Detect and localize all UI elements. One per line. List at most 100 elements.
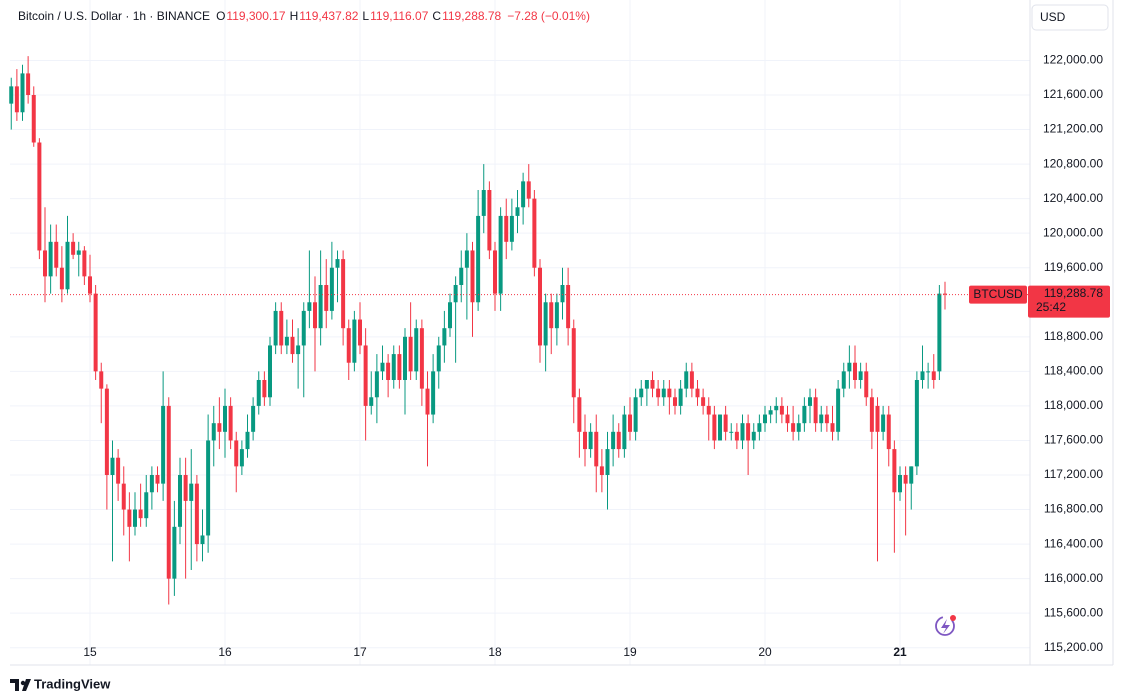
candle-body (914, 380, 919, 467)
change: −7.28 (−0.01%) (507, 9, 590, 23)
candle-body (937, 293, 942, 372)
candle-body (909, 466, 914, 484)
candle-body (110, 457, 115, 475)
candle-body (54, 241, 59, 268)
candle-body (448, 302, 452, 329)
y-tick-label: 119,600.00 (1044, 260, 1103, 274)
candle-body (633, 397, 638, 432)
candle-body (639, 388, 644, 398)
candle-body (161, 405, 166, 484)
candle-body (211, 423, 216, 441)
y-tick-label: 121,200.00 (1043, 122, 1103, 136)
candle-body (380, 362, 385, 372)
candle-body (532, 198, 537, 268)
candle-body (616, 431, 621, 450)
axes: 115,200.00 115,600.00 116,000.00 116,400.00… (83, 53, 1110, 659)
candle-body (622, 414, 627, 450)
ohlc-key: O (216, 9, 225, 23)
brand-name[interactable]: TradingView (34, 676, 111, 691)
ohlc-value: 119,437.82 (299, 9, 358, 23)
candle-body (886, 414, 891, 450)
candle-body (543, 302, 548, 346)
candle-body (808, 397, 812, 406)
candle-body (251, 405, 256, 432)
candle-body (841, 371, 846, 389)
candle-body (296, 345, 301, 355)
currency-label[interactable]: USD (1040, 10, 1066, 24)
candle-body (763, 414, 767, 424)
candle-body (560, 285, 565, 303)
candle-body (718, 414, 722, 441)
candle-body (391, 354, 396, 380)
assistant-icon[interactable] (935, 615, 956, 636)
candle-body (65, 241, 70, 290)
candle-body (796, 423, 801, 432)
candle-body (481, 190, 486, 216)
candle-body (442, 328, 447, 346)
ohlc-key: C (432, 9, 441, 23)
candle-body (521, 181, 526, 208)
currency-button[interactable] (1031, 4, 1109, 31)
candle-body (290, 336, 295, 355)
candle-body (363, 345, 368, 406)
ohlc-key: H (290, 9, 299, 23)
candle-body (284, 336, 289, 346)
candle-body (853, 362, 857, 380)
candle-body (223, 405, 227, 432)
candle-body (869, 397, 874, 432)
candle-body (419, 328, 424, 389)
y-tick-label: 116,000.00 (1044, 571, 1103, 585)
symbol: Bitcoin / U.S. Dollar · 1h · BINANCE (18, 9, 210, 23)
y-tick-label: 116,800.00 (1044, 502, 1103, 516)
candle-body (701, 397, 706, 406)
candle-body (397, 354, 402, 380)
x-tick-label: 19 (623, 645, 637, 659)
symbol-tag-label: BTCUSD (973, 287, 1023, 301)
y-tick-label: 115,600.00 (1044, 605, 1103, 619)
candle-body (656, 388, 661, 398)
candle-body (329, 267, 334, 311)
candle-body (549, 302, 554, 329)
candle-body (256, 380, 261, 406)
candle-body (20, 73, 25, 113)
x-tick-label: 21 (893, 645, 907, 659)
candle-body (464, 250, 469, 268)
candle-body (408, 336, 413, 372)
candle-body (313, 302, 317, 329)
y-tick-label: 120,800.00 (1043, 156, 1103, 170)
ohlc-value: 119,300.17 (226, 9, 285, 23)
candle-body (59, 267, 64, 290)
candle-body (414, 328, 419, 372)
candle-body (217, 423, 222, 432)
countdown-label: 25:42 (1036, 300, 1066, 314)
candle-body (436, 345, 441, 372)
y-tick-label: 121,600.00 (1043, 87, 1103, 101)
plot (9, 56, 1030, 605)
candle-body (335, 259, 340, 268)
grid (10, 0, 1030, 665)
candle-body (644, 380, 649, 389)
candle-body (71, 241, 76, 255)
candle-body (920, 371, 925, 380)
ohlc-key: L (362, 9, 369, 23)
candle-body (577, 397, 582, 432)
candle-body (554, 302, 559, 329)
candle-body (133, 509, 137, 527)
candle-body (515, 207, 520, 216)
x-tick-label: 16 (218, 645, 232, 659)
candle-body (493, 250, 497, 294)
x-tick-label: 17 (353, 645, 367, 659)
brand-logo[interactable]: TradingView (10, 676, 111, 691)
candle-body (779, 405, 784, 415)
x-tick-label: 20 (758, 645, 772, 659)
candle-body (268, 345, 272, 398)
candle-body (943, 293, 947, 295)
candle-body (127, 509, 132, 527)
candle-body (116, 457, 121, 484)
candle-body (470, 250, 475, 303)
y-tick-label: 117,200.00 (1044, 467, 1103, 481)
candle-body (847, 362, 852, 372)
candle-body (307, 302, 312, 311)
candle-body (155, 475, 160, 484)
